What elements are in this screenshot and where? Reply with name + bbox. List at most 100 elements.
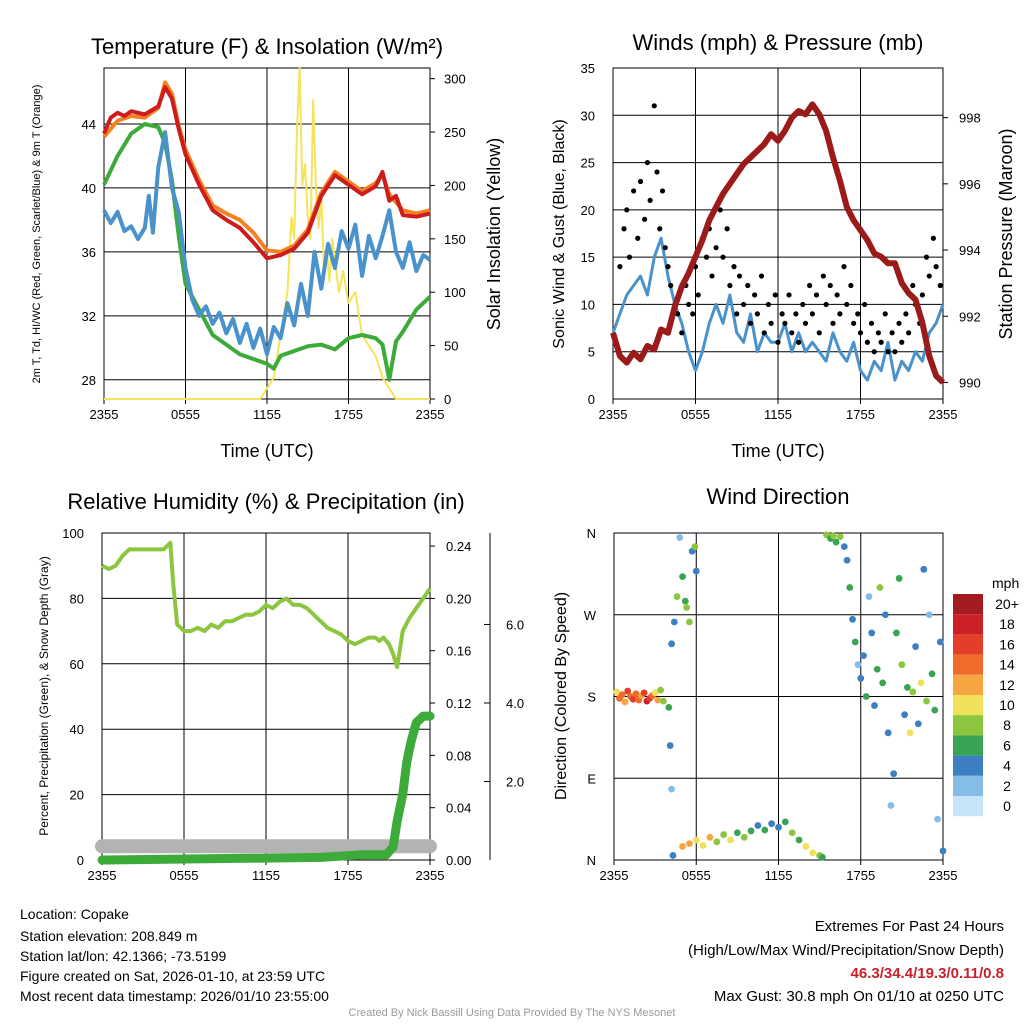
wind-gust-point [809,311,815,317]
dir-chart-title: Wind Direction [706,484,849,509]
temp-y2-tick-label: 300 [444,72,466,87]
wind-x-tick-label: 0555 [681,407,710,422]
dir-legend-swatch [953,634,983,655]
dir-legend-label: 20+ [995,596,1019,612]
rh-y2-tick-label: 0.08 [446,748,471,763]
dir-legend-label: 4 [1003,758,1011,774]
wind-gust-point [657,226,663,232]
rh-humidity-line [101,540,432,670]
dir-point [887,802,895,809]
dir-x-tick-label: 1155 [765,868,793,883]
wind-gust-point [868,320,875,326]
wind-gust-point [875,330,881,336]
dir-point [903,684,911,691]
wind-gust-point [848,282,854,289]
dir-point [928,670,936,678]
wind-gust-point [754,311,760,317]
dir-point [733,829,741,837]
dir-y-tick-label: N [587,526,596,541]
dir-point [906,729,914,737]
dir-point [912,643,919,650]
dir-point [659,697,667,705]
wind-gust-point [637,178,644,185]
wind-gust-point [882,311,888,317]
wind-gust-point [885,349,891,355]
rh-y-tick-label: 60 [70,657,84,672]
dir-point [669,852,677,859]
wind-gust-point [933,264,939,270]
wind-gust-point [930,235,936,241]
dir-point [665,704,673,711]
dir-point [925,611,933,619]
wind-gust-point [741,301,747,308]
wind-gust-point [775,339,781,345]
wind-gust-point [782,320,788,326]
temp-x-tick-label: 0555 [171,407,200,422]
wind-gust-point [713,245,719,251]
wind-y-axis-title: Sonic Wind & Gust (Blue, Black) [551,119,568,348]
dir-point [849,615,856,623]
wind-gust-point [724,226,730,232]
dir-point [676,534,684,541]
wind-gust-point [862,301,868,308]
wind-gust-point [709,273,715,279]
dir-point [727,836,734,844]
wind-gust-point [624,207,630,213]
wind-gust-point [727,282,733,289]
extremes-gust: Max Gust: 30.8 mph On 01/10 at 0250 UTC [713,988,1004,1005]
dir-point [629,695,637,703]
info-latlon: Station lat/lon: 42.1366; -73.5199 [20,948,227,964]
wind-gust-point [816,330,822,336]
rh-y-tick-label: 0 [77,853,84,868]
wind-gust-point [758,273,765,279]
dir-legend-swatch [953,674,983,695]
dir-point [818,853,826,861]
wind-gust-point [668,282,674,289]
rh-y-axis-title: Percent, Precipitation (Green), & Snow D… [37,556,51,835]
rh-y-tick-label: 20 [70,788,84,803]
rh-y3-tick-label: 6.0 [506,617,524,632]
dir-point [618,691,626,699]
dir-legend-label: 18 [999,616,1015,632]
dir-point [775,823,782,831]
dir-y-axis-title: Direction (Colored By Speed) [553,592,570,800]
wind-gust-point [892,349,898,355]
wind-gust-point [837,311,843,317]
wind-gust-point [779,311,785,317]
credit-line: Created By Nick Bassill Using Data Provi… [348,1007,676,1019]
wind-gust-point [736,273,743,279]
wind-gust-point [717,207,723,213]
wind-gust-point [703,254,710,260]
info-elevation: Station elevation: 208.849 m [20,928,198,944]
dir-legend-label: 2 [1003,778,1011,794]
temp-x-axis-title: Time (UTC) [220,441,313,461]
info-location: Location: Copake [20,906,129,922]
wind-gust-point [796,339,802,345]
dir-x-tick-label: 0555 [682,868,711,883]
dir-point [898,661,906,669]
dir-x-tick-label: 2355 [600,868,629,883]
rh-y2-tick-label: 0.16 [446,644,471,659]
wind-gust-point [659,188,666,194]
dir-point [740,833,748,841]
rh-y2-tick-label: 0.00 [446,853,471,868]
dir-point [651,689,659,697]
wind-gust-point [919,292,925,298]
dir-point [781,818,789,826]
wind-gust-point [731,264,737,270]
dir-point [868,629,876,637]
extremes-subtitle: (High/Low/Max Wind/Precipitation/Snow De… [688,942,1004,959]
wind-gust-point [802,320,809,326]
wind-gust-point [642,216,648,222]
wind-chart-title: Winds (mph) & Pressure (mb) [633,30,924,55]
extremes-title: Extremes For Past 24 Hours [814,918,1004,935]
wind-gust-point [745,282,751,289]
wind-gust-point [844,301,850,308]
wind-gust-point [871,349,877,355]
temp-chart-title: Temperature (F) & Insolation (W/m²) [91,34,443,59]
dir-point [621,698,629,706]
dir-point [640,689,648,697]
dir-y-tick-label: W [584,608,597,623]
wind-y-tick-label: 30 [581,108,595,123]
